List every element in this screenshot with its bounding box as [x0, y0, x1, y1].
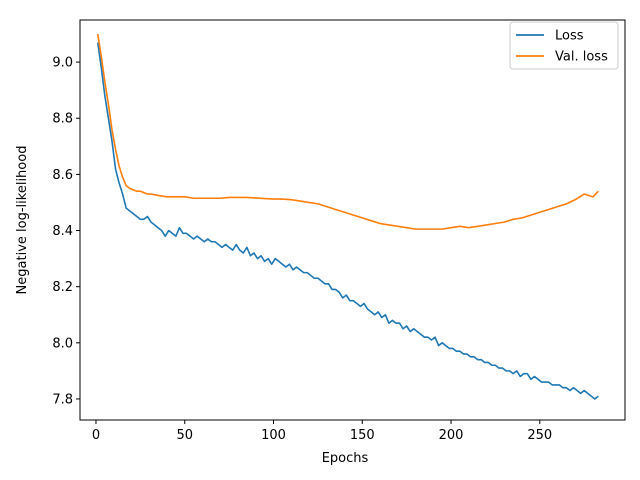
x-axis-label: Epochs	[322, 451, 369, 466]
plot-frame	[79, 19, 626, 421]
legend-label: Loss	[555, 29, 584, 44]
y-tick-label: 9.0	[52, 56, 73, 71]
y-tick-label: 8.8	[52, 112, 73, 127]
legend: Loss Val. loss	[509, 21, 619, 70]
y-axis-label: Negative log-likelihood	[15, 146, 30, 295]
y-tick-label: 8.4	[52, 224, 73, 239]
y-axis-ticks: 7.8 8.0 8.2 8.4 8.6 8.8 9.0	[52, 56, 80, 407]
x-axis-ticks: 0 50 100 150 200 250	[92, 420, 552, 443]
plot-area	[79, 19, 626, 421]
x-tick-label: 200	[439, 428, 464, 443]
x-tick-label: 250	[527, 428, 552, 443]
y-tick-label: 8.6	[52, 168, 73, 183]
x-tick-label: 100	[261, 428, 286, 443]
series-line-val-loss	[96, 33, 599, 230]
y-tick-label: 7.8	[52, 392, 73, 407]
y-tick-label: 8.2	[52, 280, 73, 295]
y-tick-label: 8.0	[52, 336, 73, 351]
legend-box	[509, 21, 619, 70]
x-tick-label: 150	[350, 428, 375, 443]
x-tick-label: 50	[176, 428, 193, 443]
x-tick-label: 0	[92, 428, 100, 443]
series-line-loss	[96, 42, 599, 400]
legend-label: Val. loss	[555, 50, 608, 65]
series-layer	[96, 33, 599, 400]
